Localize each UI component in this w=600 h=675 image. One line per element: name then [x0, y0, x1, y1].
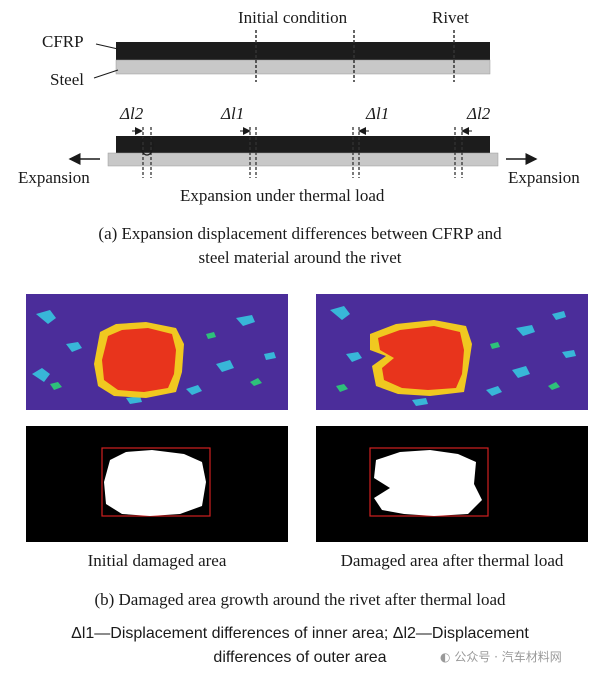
- wechat-icon: ◐: [440, 650, 451, 664]
- delta-l1-right-label: Δl1: [366, 104, 390, 123]
- damage-area-initial: [104, 450, 206, 516]
- caption-b: (b) Damaged area growth around the rivet…: [94, 590, 506, 609]
- delta-l1-left-label: Δl1: [221, 104, 245, 123]
- cfrp-bar-initial: [116, 42, 490, 60]
- steel-leader-line: [93, 69, 119, 79]
- steel-label: Steel: [50, 70, 84, 89]
- delta-l2-right-label: Δl2: [467, 104, 491, 123]
- thermal-load-label: Expansion under thermal load: [180, 186, 385, 205]
- caption-a-line2: steel material around the rivet: [198, 248, 402, 267]
- watermark-text: 公众号 · 汽车材料网: [454, 650, 562, 664]
- footnote-line1: Δl1—Displacement differences of inner ar…: [71, 625, 529, 642]
- caption-a-line1: (a) Expansion displacement differences b…: [98, 224, 502, 243]
- cfrp-bar-thermal: [116, 136, 490, 153]
- contour-map-after: [316, 294, 588, 410]
- initial-damaged-area-label: Initial damaged area: [87, 551, 227, 570]
- expansion-right-label: Expansion: [508, 168, 580, 187]
- cfrp-leader-line: [95, 43, 119, 50]
- threshold-map-after: [316, 426, 588, 542]
- damage-bbox-initial: [101, 447, 211, 517]
- damage-bbox-after: [369, 447, 489, 517]
- rivet-ellipse: [140, 136, 154, 156]
- damaged-after-thermal-label: Damaged area after thermal load: [340, 551, 564, 570]
- contour-map-initial: [26, 294, 288, 410]
- steel-bar-initial: [115, 59, 491, 75]
- rivet-label: Rivet: [432, 8, 469, 27]
- cfrp-label: CFRP: [42, 32, 84, 51]
- figure-a-diagram: [68, 30, 538, 178]
- expansion-left-label: Expansion: [18, 168, 90, 187]
- watermark: ◐ 公众号 · 汽车材料网: [440, 648, 562, 665]
- initial-condition-label: Initial condition: [238, 8, 348, 27]
- steel-bar-thermal: [107, 152, 499, 167]
- damage-area-after: [374, 450, 482, 516]
- threshold-map-initial: [26, 426, 288, 542]
- delta-l2-left-label: Δl2: [120, 104, 144, 123]
- footnote-line2: differences of outer area: [213, 649, 387, 666]
